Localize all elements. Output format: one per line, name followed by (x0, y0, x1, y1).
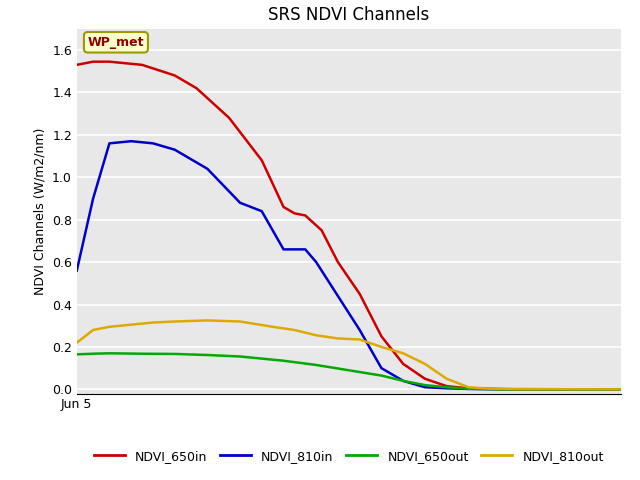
Title: SRS NDVI Channels: SRS NDVI Channels (268, 6, 429, 24)
Text: WP_met: WP_met (88, 36, 144, 49)
Legend: NDVI_650in, NDVI_810in, NDVI_650out, NDVI_810out: NDVI_650in, NDVI_810in, NDVI_650out, NDV… (89, 444, 609, 468)
Y-axis label: NDVI Channels (W/m2/nm): NDVI Channels (W/m2/nm) (33, 128, 46, 295)
